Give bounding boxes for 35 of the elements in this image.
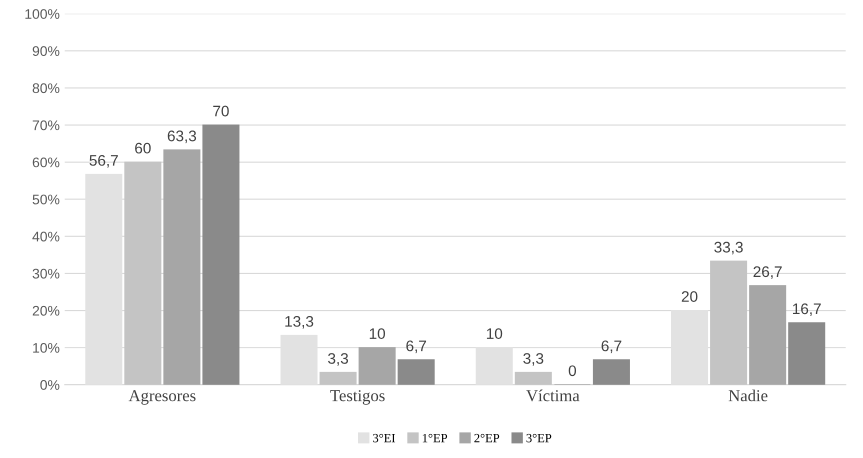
y-tick-label: 0%: [40, 380, 60, 390]
y-tick-label: 80%: [32, 83, 60, 94]
y-tick-label: 40%: [32, 232, 60, 242]
data-label: 6,7: [406, 340, 426, 354]
y-tick-label: 60%: [32, 157, 60, 168]
data-label: 10: [370, 328, 386, 340]
data-label: 10: [486, 328, 502, 340]
legend-label: 2°EP: [474, 434, 500, 442]
data-label: 60: [135, 142, 151, 154]
y-tick-label: 90%: [32, 46, 60, 56]
legend-label: 3°EI: [373, 434, 396, 442]
y-tick-label: 10%: [33, 342, 60, 353]
data-label: 56,7: [90, 154, 118, 168]
x-tick-label: Nadie: [728, 390, 768, 402]
y-tick-label: 20%: [32, 306, 60, 316]
data-label: 20: [682, 291, 698, 302]
x-tick-label: Víctima: [526, 390, 580, 402]
data-label: 3,3: [328, 353, 348, 366]
data-label: 3,3: [523, 353, 544, 366]
data-label: 70: [213, 106, 229, 116]
data-label: 33,3: [714, 242, 743, 254]
y-tick-label: 30%: [32, 268, 60, 279]
data-label: 16,7: [792, 303, 821, 316]
data-label: 13,3: [285, 316, 314, 329]
data-label: 6,7: [602, 340, 622, 354]
y-tick-label: 70%: [32, 120, 60, 130]
y-tick-label: 50%: [32, 194, 60, 204]
data-label: 63,3: [168, 130, 196, 144]
y-tick-label: 100%: [25, 9, 60, 19]
data-label: 0: [568, 365, 576, 376]
x-tick-label: Testigos: [330, 390, 385, 405]
data-label: 26,7: [754, 266, 782, 279]
legend-label: 3°EP: [526, 434, 552, 442]
x-tick-label: Agresores: [128, 390, 196, 405]
legend-label: 1°EP: [422, 434, 448, 442]
